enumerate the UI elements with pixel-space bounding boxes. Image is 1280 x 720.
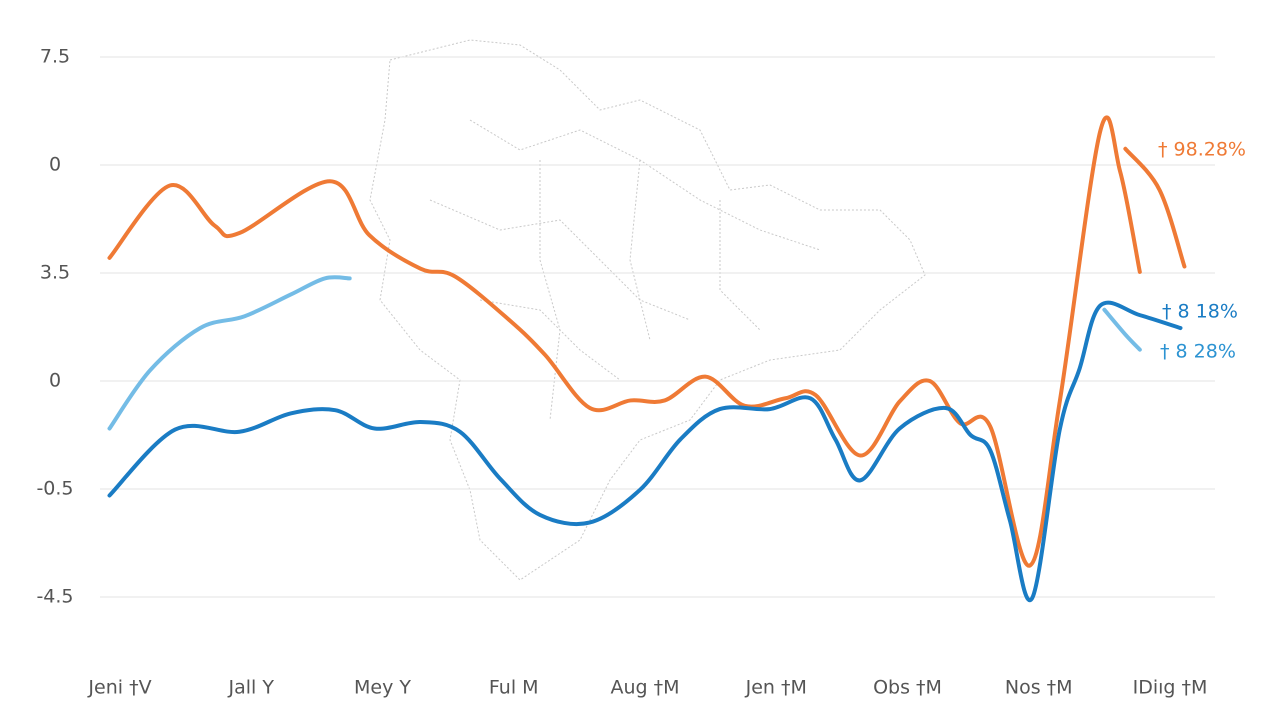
background-map [369, 39, 926, 581]
y-tick-label: 0 [49, 370, 61, 392]
x-tick-label: Jen †M [745, 677, 807, 699]
line-series [107, 300, 1183, 603]
y-tick-label: 3.5 [40, 262, 70, 284]
annotation: † 8 18% [1162, 301, 1238, 323]
x-tick-label: Ful M [489, 677, 539, 699]
y-tick-label: -4.5 [36, 586, 73, 608]
annotation: † 8 28% [1160, 341, 1236, 363]
x-tick-label: Nos †M [1005, 677, 1073, 699]
annotation: † 98.28% [1158, 139, 1246, 161]
x-tick-label: Obs †M [873, 677, 942, 699]
line-series [107, 275, 1142, 431]
y-tick-label: -0.5 [36, 478, 73, 500]
y-tick-label: 7.5 [40, 46, 70, 68]
y-tick-label: 0 [49, 154, 61, 176]
x-tick-label: Aug †M [610, 677, 679, 699]
line-series [107, 115, 1187, 568]
x-tick-label: Jall Y [228, 677, 275, 699]
x-tick-label: Jeni †V [87, 677, 151, 699]
x-tick-label: IDiıg †M [1133, 677, 1208, 699]
x-tick-label: Mey Y [354, 677, 411, 699]
